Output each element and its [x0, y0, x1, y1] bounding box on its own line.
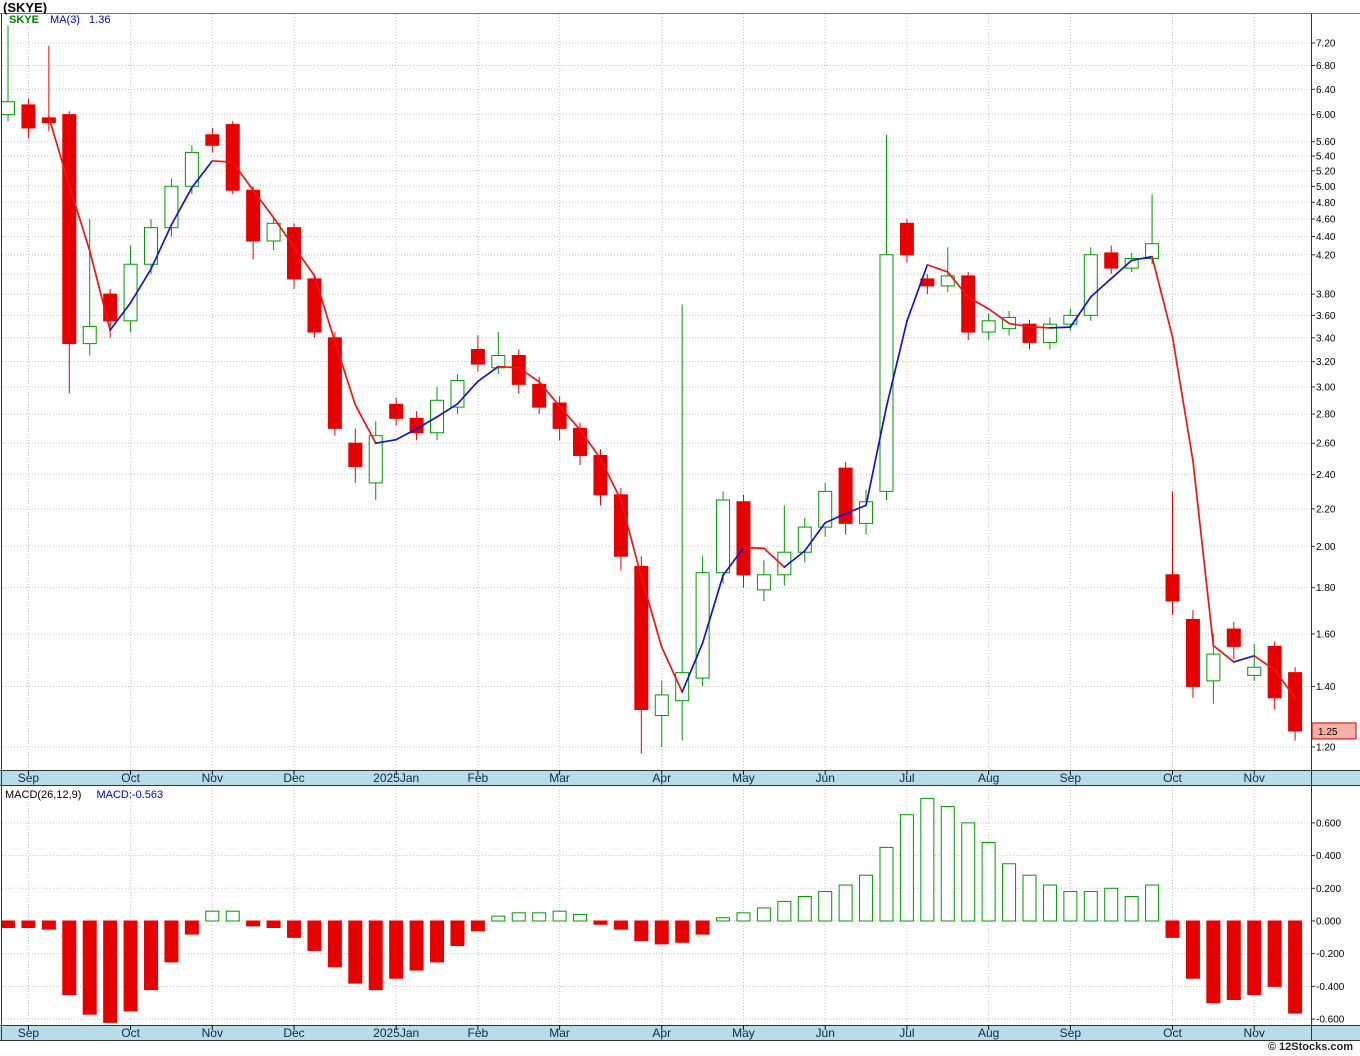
svg-text:0.200: 0.200	[1316, 884, 1341, 895]
svg-text:Nov: Nov	[202, 1026, 223, 1040]
svg-text:1.60: 1.60	[1316, 629, 1336, 640]
macd-histogram	[1, 797, 1303, 1023]
svg-text:3.80: 3.80	[1316, 290, 1336, 301]
svg-text:May: May	[732, 771, 755, 785]
month-strip-bottom: Sep Oct Nov Dec 2025Jan Feb Mar Apr May Jun Jul Aug…	[0, 1025, 1360, 1041]
svg-text:1.20: 1.20	[1316, 742, 1336, 753]
svg-text:3.20: 3.20	[1316, 357, 1336, 368]
svg-text:May: May	[732, 1026, 755, 1040]
svg-text:3.40: 3.40	[1316, 333, 1336, 344]
svg-text:4.40: 4.40	[1316, 232, 1336, 243]
svg-text:4.20: 4.20	[1316, 250, 1336, 261]
svg-text:6.40: 6.40	[1316, 85, 1336, 96]
svg-text:2.20: 2.20	[1316, 504, 1336, 515]
svg-text:Jun: Jun	[816, 1026, 835, 1040]
price-axis-labels: 7.20 6.80 6.40 6.00 5.60 5.40 5.20 5.00 4.80 4.60…	[1311, 39, 1336, 753]
macd-legend: MACD(26,12,9) MACD:-0.563	[5, 789, 163, 801]
svg-text:Mar: Mar	[549, 771, 570, 785]
svg-text:Aug: Aug	[978, 1026, 999, 1040]
svg-text:3.00: 3.00	[1316, 382, 1336, 393]
svg-text:5.20: 5.20	[1316, 166, 1336, 177]
svg-text:2.60: 2.60	[1316, 439, 1336, 450]
svg-text:3.60: 3.60	[1316, 311, 1336, 322]
svg-text:Nov: Nov	[1244, 1026, 1265, 1040]
svg-text:6.80: 6.80	[1316, 61, 1336, 72]
svg-text:Apr: Apr	[652, 771, 671, 785]
svg-text:5.40: 5.40	[1316, 152, 1336, 163]
svg-text:-0.200: -0.200	[1316, 949, 1345, 960]
symbol-label: SKYE	[9, 14, 39, 26]
svg-text:0.000: 0.000	[1316, 917, 1341, 928]
svg-text:2025Jan: 2025Jan	[373, 771, 419, 785]
month-strip-top: Sep Oct Nov Dec 2025Jan Feb Mar Apr May Jun Jul Aug…	[0, 770, 1360, 786]
svg-text:4.80: 4.80	[1316, 198, 1336, 209]
svg-text:Oct: Oct	[121, 771, 140, 785]
svg-text:5.60: 5.60	[1316, 137, 1336, 148]
svg-text:1.40: 1.40	[1316, 682, 1336, 693]
svg-text:0.600: 0.600	[1316, 818, 1341, 829]
svg-text:Oct: Oct	[1163, 1026, 1182, 1040]
svg-text:Oct: Oct	[121, 1026, 140, 1040]
svg-text:Dec: Dec	[283, 1026, 304, 1040]
svg-text:Mar: Mar	[549, 1026, 570, 1040]
svg-text:Jul: Jul	[899, 1026, 914, 1040]
svg-text:Dec: Dec	[283, 771, 304, 785]
svg-text:2.80: 2.80	[1316, 410, 1336, 421]
chart-frame	[0, 13, 1360, 1041]
ma-value: 1.36	[89, 14, 111, 26]
svg-text:-0.400: -0.400	[1316, 982, 1345, 993]
svg-text:5.00: 5.00	[1316, 182, 1336, 193]
macd-indicator-label: MACD(26,12,9)	[5, 789, 82, 801]
svg-text:Feb: Feb	[468, 771, 489, 785]
macd-axis-labels: 0.600 0.400 0.200 0.000 -0.200 -0.400 -0.600	[1311, 818, 1345, 1026]
svg-text:Nov: Nov	[202, 771, 223, 785]
svg-text:Sep: Sep	[1060, 771, 1082, 785]
svg-text:Aug: Aug	[978, 771, 999, 785]
svg-text:Nov: Nov	[1244, 771, 1265, 785]
svg-text:2.00: 2.00	[1316, 542, 1336, 553]
last-price-badge: 1.25	[1311, 722, 1357, 740]
svg-text:Sep: Sep	[1060, 1026, 1082, 1040]
ma3-line	[48, 116, 1296, 699]
svg-text:2.40: 2.40	[1316, 470, 1336, 481]
svg-text:-0.600: -0.600	[1316, 1015, 1345, 1026]
svg-text:7.20: 7.20	[1316, 39, 1336, 50]
candlesticks	[1, 21, 1303, 754]
svg-text:Oct: Oct	[1163, 771, 1182, 785]
ma-label: MA(3)	[50, 14, 80, 26]
svg-text:1.25: 1.25	[1318, 727, 1338, 738]
svg-text:Feb: Feb	[468, 1026, 489, 1040]
svg-text:Sep: Sep	[18, 771, 40, 785]
svg-text:6.00: 6.00	[1316, 110, 1336, 121]
price-legend: SKYE MA(3) 1.36	[7, 14, 113, 26]
svg-text:4.60: 4.60	[1316, 215, 1336, 226]
svg-text:1.80: 1.80	[1316, 583, 1336, 594]
svg-text:Jun: Jun	[816, 771, 835, 785]
credit-link[interactable]: © 12Stocks.com	[1267, 1041, 1353, 1053]
svg-text:Jul: Jul	[899, 771, 914, 785]
price-gridlines	[2, 42, 1311, 748]
svg-text:Apr: Apr	[652, 1026, 671, 1040]
svg-text:0.400: 0.400	[1316, 851, 1341, 862]
svg-text:2025Jan: 2025Jan	[373, 1026, 419, 1040]
svg-text:Sep: Sep	[18, 1026, 40, 1040]
month-gridlines	[27, 14, 1255, 1024]
page-title: (SKYE)	[3, 0, 48, 15]
macd-value-label: MACD:-0.563	[96, 789, 164, 801]
